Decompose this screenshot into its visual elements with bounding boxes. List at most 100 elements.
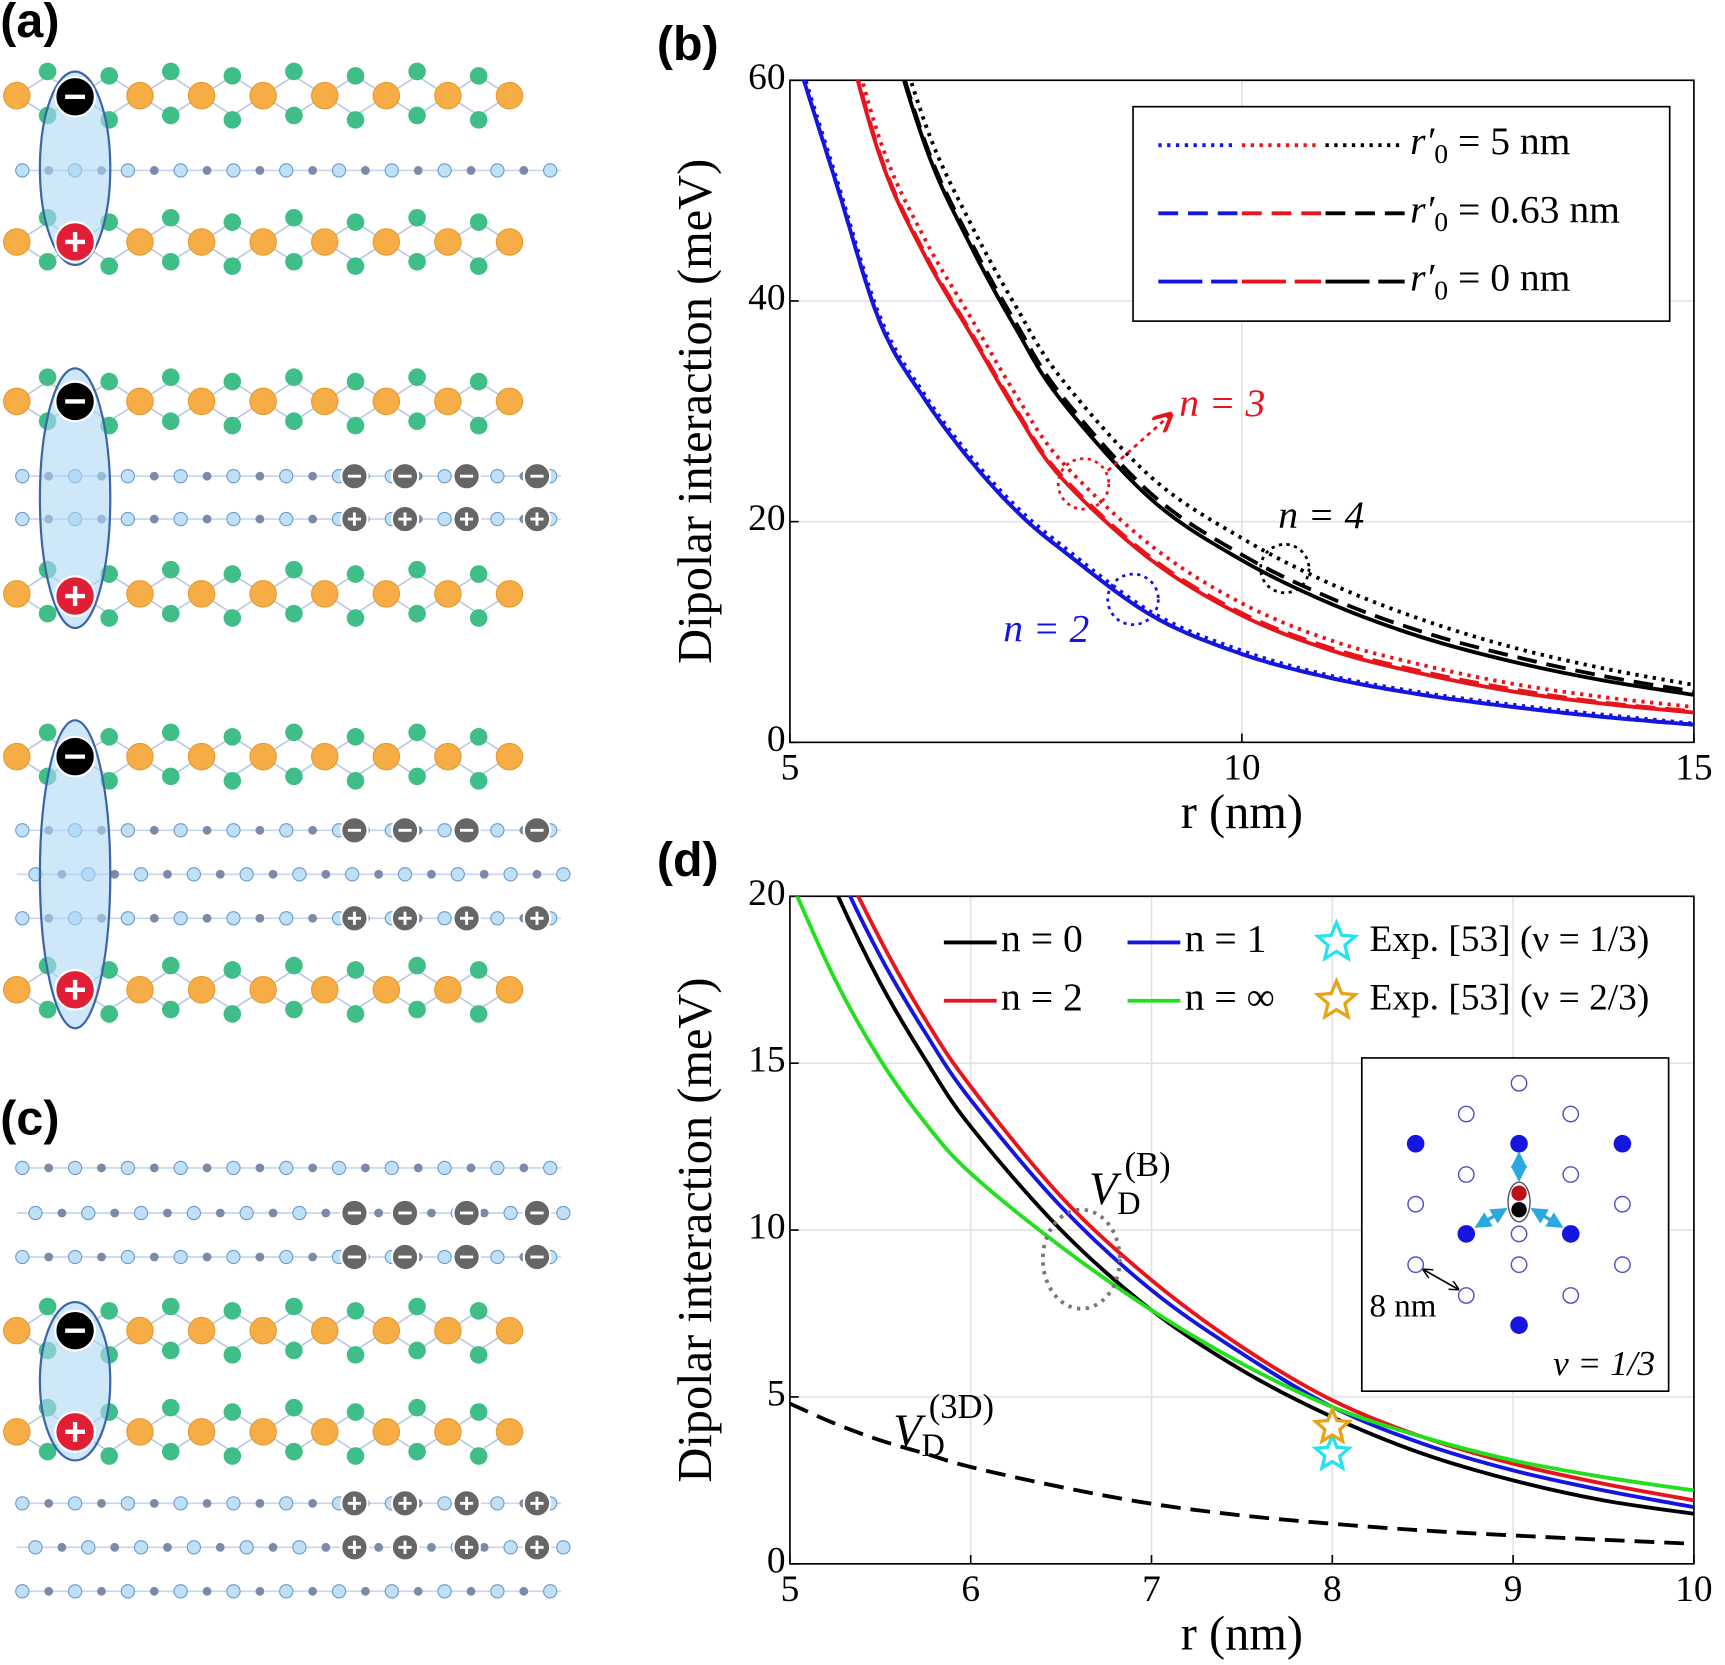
atom: [126, 976, 154, 1004]
atom: [163, 869, 172, 879]
atom: [469, 257, 488, 275]
text-sup: (B): [1124, 1146, 1170, 1184]
atom: [3, 1418, 31, 1446]
atom: [15, 1584, 30, 1599]
atom: [495, 228, 524, 256]
atom: [285, 252, 303, 271]
text-sub: 0: [1434, 207, 1448, 238]
atom: [408, 560, 426, 579]
atom: [345, 867, 360, 882]
atom: [408, 208, 426, 227]
atom: [226, 163, 241, 178]
site: [1510, 1134, 1528, 1153]
x-tick-label: 10: [1223, 747, 1260, 788]
atom: [310, 976, 339, 1004]
atom: [434, 387, 462, 416]
atom: [173, 1249, 188, 1265]
atom: [202, 825, 212, 835]
highlight-circle: [1106, 572, 1160, 627]
atom: [223, 257, 242, 275]
hole: [1511, 1202, 1527, 1218]
atom: [308, 1163, 318, 1173]
atom: [434, 976, 462, 1004]
atom: [346, 257, 365, 275]
atom: [149, 1252, 159, 1262]
atom: [503, 1540, 518, 1555]
atom: [372, 81, 401, 110]
atom: [490, 1160, 505, 1176]
atom: [279, 511, 294, 527]
atom: [67, 1249, 83, 1265]
atom: [249, 81, 277, 110]
atom: [223, 961, 242, 979]
arrow: [1474, 1208, 1508, 1228]
exciton: [38, 70, 112, 267]
y-tick-label: 0: [767, 1540, 786, 1581]
atom: [3, 976, 31, 1004]
atom: [100, 728, 118, 746]
atom: [255, 514, 265, 524]
atom: [161, 412, 180, 430]
atom: [408, 368, 426, 387]
atom: [239, 867, 254, 882]
atom: [161, 208, 180, 227]
atom: [268, 1208, 278, 1218]
atom: [285, 106, 303, 125]
atom: [285, 368, 303, 387]
atom: [3, 228, 31, 256]
atom: [372, 228, 401, 256]
data-line: [795, 896, 1694, 1493]
atom: [120, 1496, 136, 1511]
atom: [308, 471, 318, 481]
atom: [308, 1586, 318, 1596]
data-line: [848, 896, 1694, 1509]
site: [1614, 1256, 1631, 1274]
site: [1457, 1166, 1475, 1183]
x-tick-label: 5: [781, 1569, 800, 1610]
atom: [479, 1208, 489, 1218]
atom: [331, 1160, 347, 1176]
legend-label: n = 1: [1185, 917, 1267, 961]
atom: [57, 1542, 67, 1552]
legend: n = 0 n = 1 n = 2 n = ∞ Exp. [53] (ν = 1/3) E…: [943, 917, 1649, 1021]
atom: [223, 213, 242, 231]
atom: [384, 163, 399, 178]
atom: [173, 511, 188, 527]
atom: [292, 1205, 307, 1221]
atom: [187, 81, 216, 110]
highlight-circle: [1056, 457, 1111, 511]
atom: [469, 728, 488, 746]
atom: [331, 1584, 347, 1599]
atom: [3, 580, 31, 608]
atom: [495, 742, 524, 771]
text-sub: D: [922, 1427, 945, 1463]
atom: [292, 1540, 307, 1555]
star: [1313, 976, 1360, 1021]
atom: [186, 867, 202, 882]
atom: [408, 767, 426, 786]
atom: [100, 372, 118, 391]
series-group: [789, 896, 1694, 1546]
atom: [519, 1163, 529, 1173]
data-line: [901, 80, 1694, 697]
atom: [372, 976, 401, 1004]
atom: [346, 961, 365, 979]
atom: [490, 1584, 505, 1599]
site: [1561, 1225, 1580, 1243]
atom: [38, 252, 57, 271]
atom: [202, 166, 212, 175]
x-tick-label: 5: [781, 747, 800, 788]
atom: [408, 1398, 426, 1417]
annotation: VD(3D): [893, 1388, 994, 1464]
atom: [495, 580, 524, 608]
atom: [255, 1163, 265, 1173]
atom: [149, 825, 159, 835]
x-tick-label: 9: [1504, 1569, 1523, 1610]
atom: [437, 1496, 452, 1511]
atom: [100, 609, 118, 627]
series-group: [801, 80, 1694, 727]
atom: [161, 1000, 180, 1019]
atom: [469, 609, 488, 627]
atom: [3, 387, 31, 416]
atom: [408, 412, 426, 430]
